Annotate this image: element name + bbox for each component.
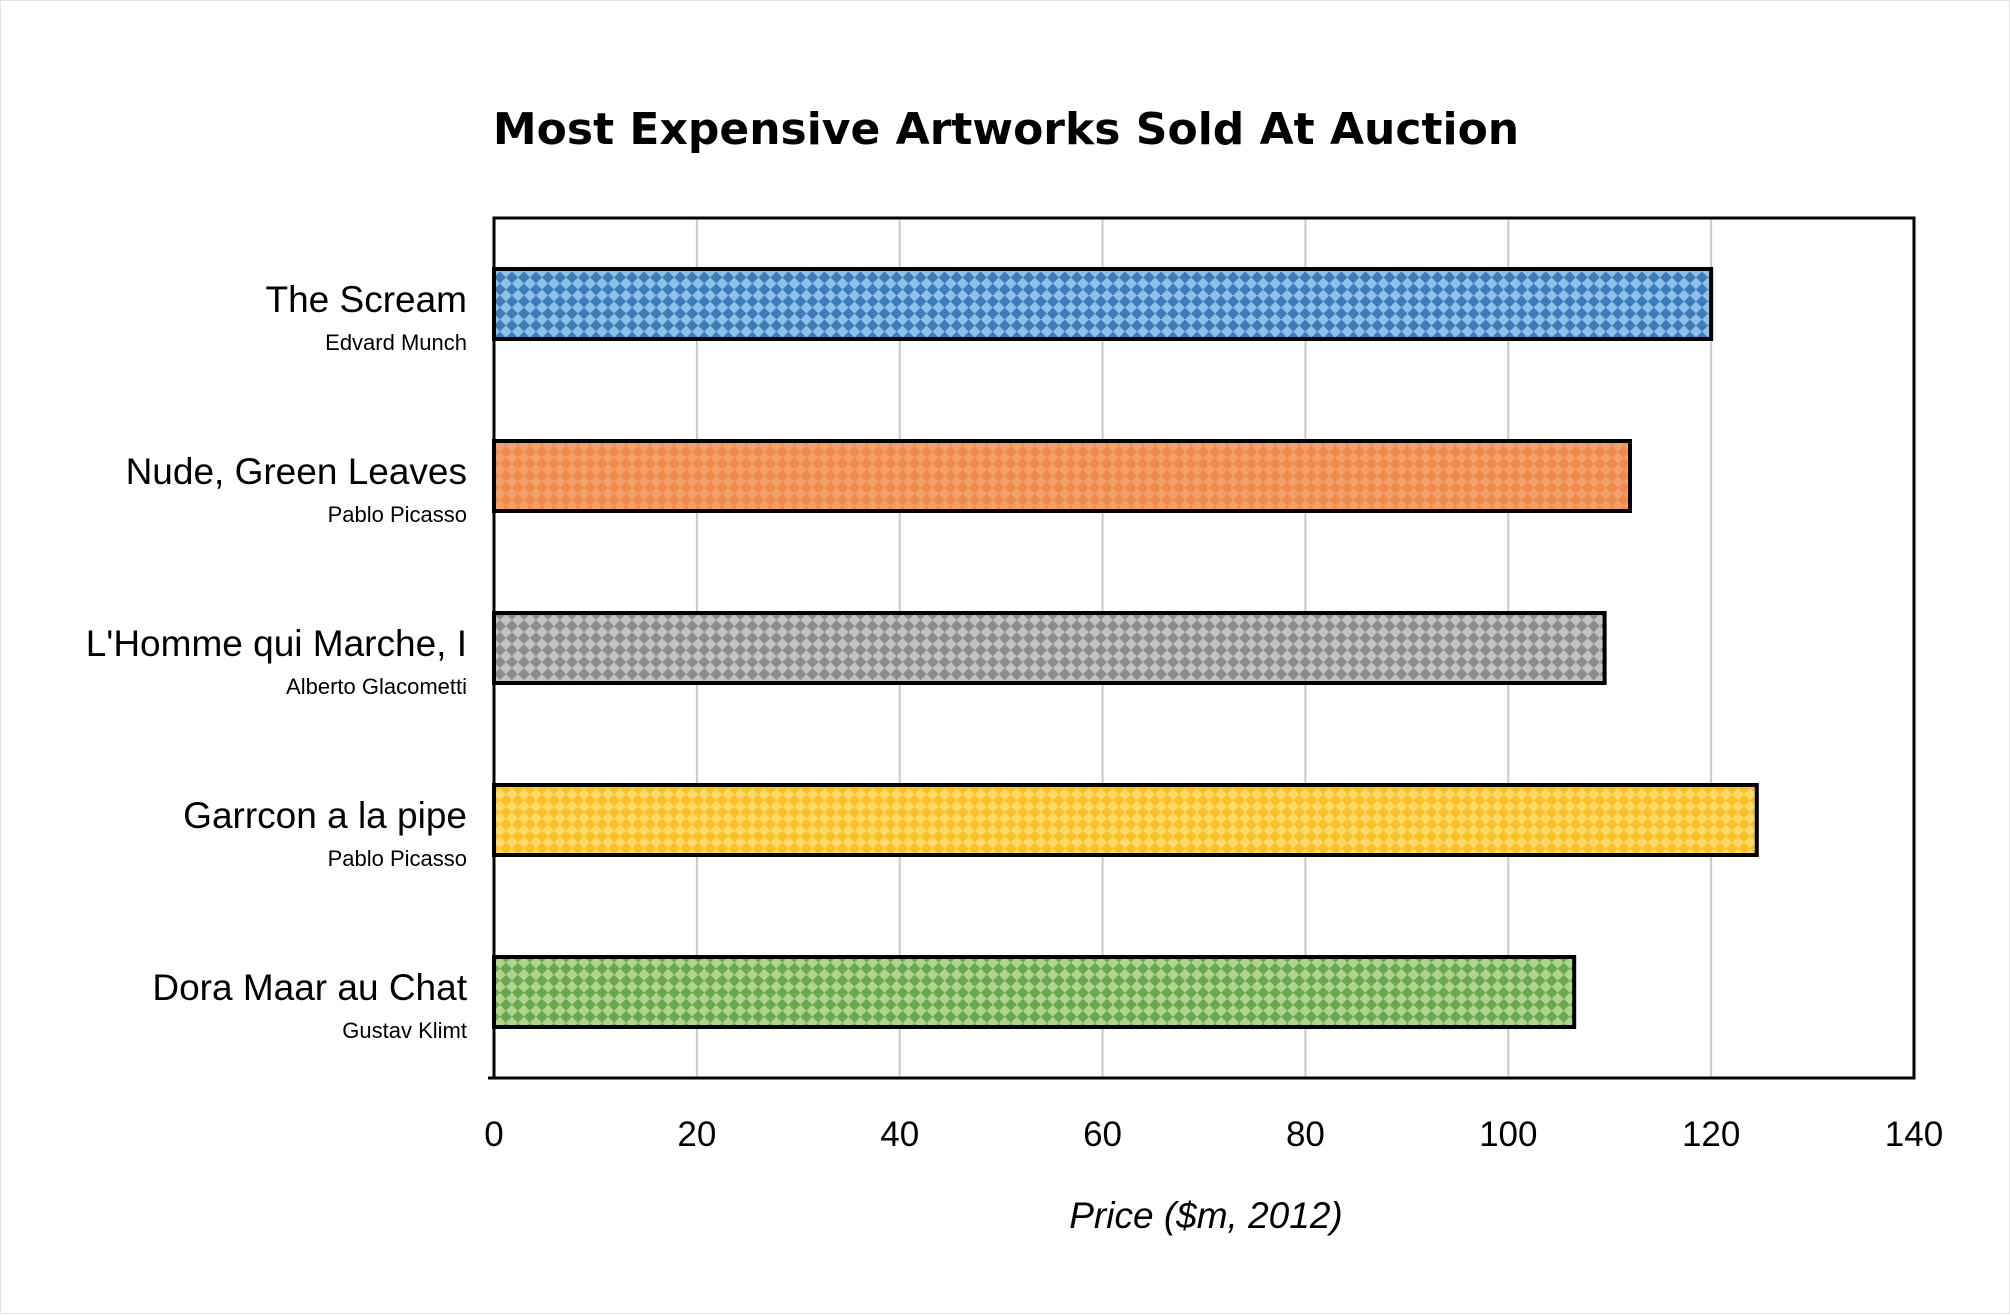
category-label: Nude, Green Leaves: [126, 451, 467, 492]
category-labels: The Scream Edvard Munch Nude, Green Leaves…: [86, 279, 468, 1043]
x-tick-label: 60: [1083, 1115, 1122, 1154]
plot-frame: [488, 216, 1916, 1080]
category-artist: Alberto Glacometti: [286, 674, 467, 699]
bar-1: [492, 267, 1714, 341]
x-axis-title: Price ($m, 2012): [1069, 1195, 1343, 1236]
category-artist: Edvard Munch: [325, 330, 467, 355]
bar-5: [492, 955, 1577, 1029]
x-tick-label: 120: [1682, 1115, 1740, 1154]
x-tick-label: 0: [484, 1115, 503, 1154]
x-tick-label: 80: [1286, 1115, 1325, 1154]
category-label: The Scream: [265, 279, 467, 320]
category-label: L'Homme qui Marche, I: [86, 623, 467, 664]
x-tick-labels: 0 20 40 60 80 100 120 140: [484, 1115, 1943, 1154]
category-artist: Pablo Picasso: [328, 502, 467, 527]
category-label: Garrcon a la pipe: [183, 795, 467, 836]
category-label: Dora Maar au Chat: [152, 967, 467, 1008]
x-tick-label: 20: [677, 1115, 716, 1154]
plot-border: [492, 216, 1916, 1080]
x-tick-label: 100: [1479, 1115, 1537, 1154]
bar-4: [492, 783, 1759, 857]
bars: [492, 267, 1759, 1029]
x-tick-label: 140: [1885, 1115, 1943, 1154]
bar-3: [492, 611, 1607, 685]
bar-2: [492, 439, 1632, 513]
category-artist: Pablo Picasso: [328, 846, 467, 871]
chart-title: Most Expensive Artworks Sold At Auction: [493, 104, 1519, 155]
x-tick-label: 40: [880, 1115, 919, 1154]
category-artist: Gustav Klimt: [342, 1018, 467, 1043]
